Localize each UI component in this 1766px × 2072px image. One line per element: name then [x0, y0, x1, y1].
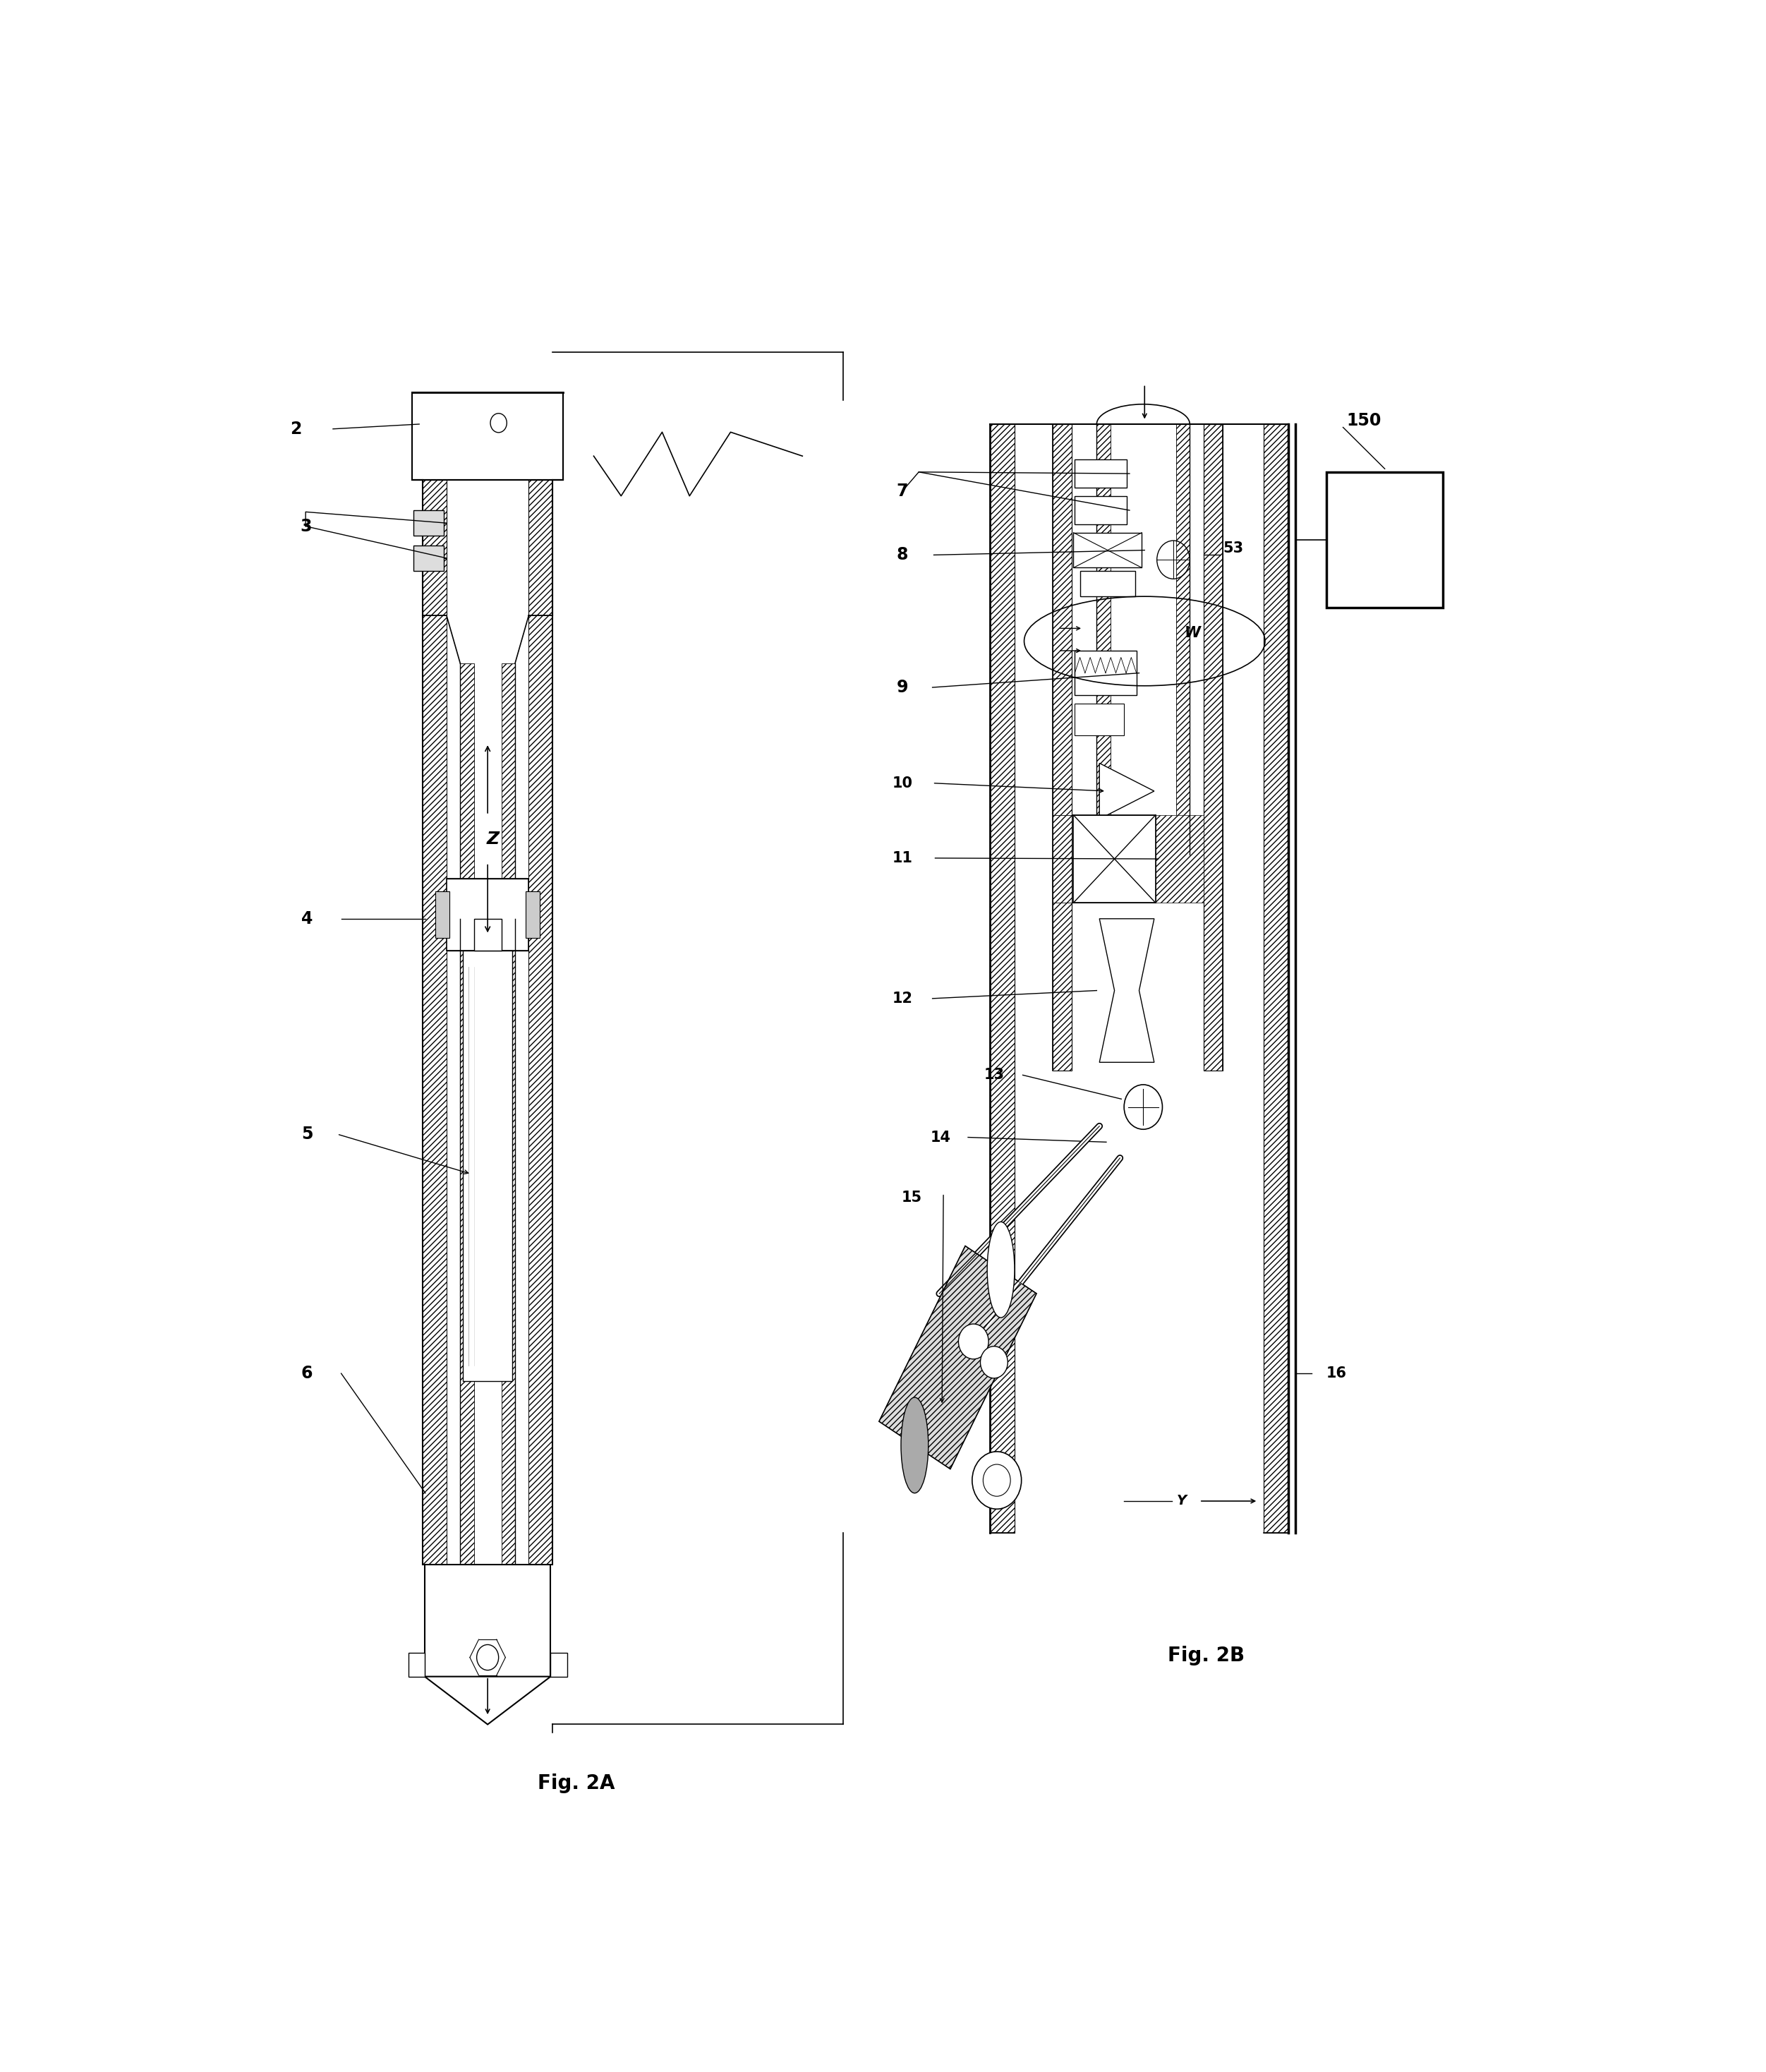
Bar	[422, 481, 447, 615]
Text: Fig. 2B: Fig. 2B	[1167, 1645, 1245, 1666]
Polygon shape	[1100, 918, 1155, 1063]
Bar	[447, 879, 528, 951]
Bar	[1081, 572, 1136, 597]
Text: 3: 3	[300, 518, 311, 535]
Text: 16: 16	[1326, 1365, 1346, 1380]
Bar	[413, 392, 429, 481]
Bar	[1075, 702, 1125, 736]
Bar	[461, 663, 473, 1564]
Bar	[1075, 495, 1127, 524]
Polygon shape	[424, 1676, 551, 1724]
Text: Fig. 2A: Fig. 2A	[539, 1774, 615, 1794]
Text: 10: 10	[892, 777, 913, 789]
Bar	[533, 1564, 551, 1676]
Text: 2: 2	[290, 421, 302, 437]
Circle shape	[959, 1324, 989, 1359]
Bar	[528, 481, 553, 615]
Text: 14: 14	[931, 1129, 950, 1144]
Circle shape	[1125, 1084, 1162, 1129]
Text: 7: 7	[897, 483, 908, 499]
Bar	[546, 392, 563, 481]
Bar	[1074, 533, 1143, 568]
Bar	[413, 392, 563, 481]
Text: 150: 150	[1346, 412, 1381, 429]
Bar	[1155, 814, 1203, 903]
Bar	[463, 951, 512, 1382]
Bar	[502, 663, 516, 1564]
Bar	[1053, 425, 1072, 1071]
Text: 4: 4	[302, 910, 313, 926]
Bar	[1075, 651, 1136, 696]
Circle shape	[971, 1452, 1021, 1508]
Text: 8: 8	[897, 547, 908, 564]
Text: 13: 13	[984, 1067, 1005, 1082]
Bar	[551, 1653, 567, 1676]
Bar	[1326, 472, 1443, 607]
Bar	[473, 918, 502, 951]
Bar	[1075, 460, 1127, 489]
Bar	[424, 1564, 442, 1676]
Circle shape	[477, 1645, 498, 1670]
Bar	[1203, 425, 1222, 1071]
Bar	[1097, 425, 1111, 856]
Polygon shape	[1100, 762, 1155, 818]
Text: 12: 12	[892, 990, 913, 1005]
Text: 15: 15	[902, 1191, 922, 1206]
Polygon shape	[879, 1245, 1037, 1469]
Text: 11: 11	[892, 852, 913, 866]
Ellipse shape	[987, 1222, 1015, 1318]
Bar	[408, 1653, 424, 1676]
Text: 6: 6	[302, 1365, 313, 1382]
Text: Y: Y	[1176, 1494, 1187, 1508]
Bar	[422, 615, 447, 1564]
Text: 5: 5	[302, 1125, 313, 1142]
Ellipse shape	[901, 1397, 929, 1494]
Bar	[1053, 814, 1072, 903]
Bar	[1074, 814, 1155, 903]
Bar	[436, 891, 449, 939]
Bar	[1176, 425, 1190, 856]
Bar	[528, 615, 553, 1564]
Bar	[991, 425, 1015, 1533]
Circle shape	[980, 1347, 1008, 1378]
Text: W: W	[1185, 626, 1201, 640]
Bar	[424, 1564, 551, 1676]
Text: Z: Z	[487, 831, 500, 847]
Bar	[413, 545, 443, 572]
Bar	[1264, 425, 1289, 1533]
Bar	[526, 891, 540, 939]
Bar	[413, 510, 443, 537]
Text: 53: 53	[1224, 541, 1243, 555]
Text: 9: 9	[897, 680, 908, 696]
